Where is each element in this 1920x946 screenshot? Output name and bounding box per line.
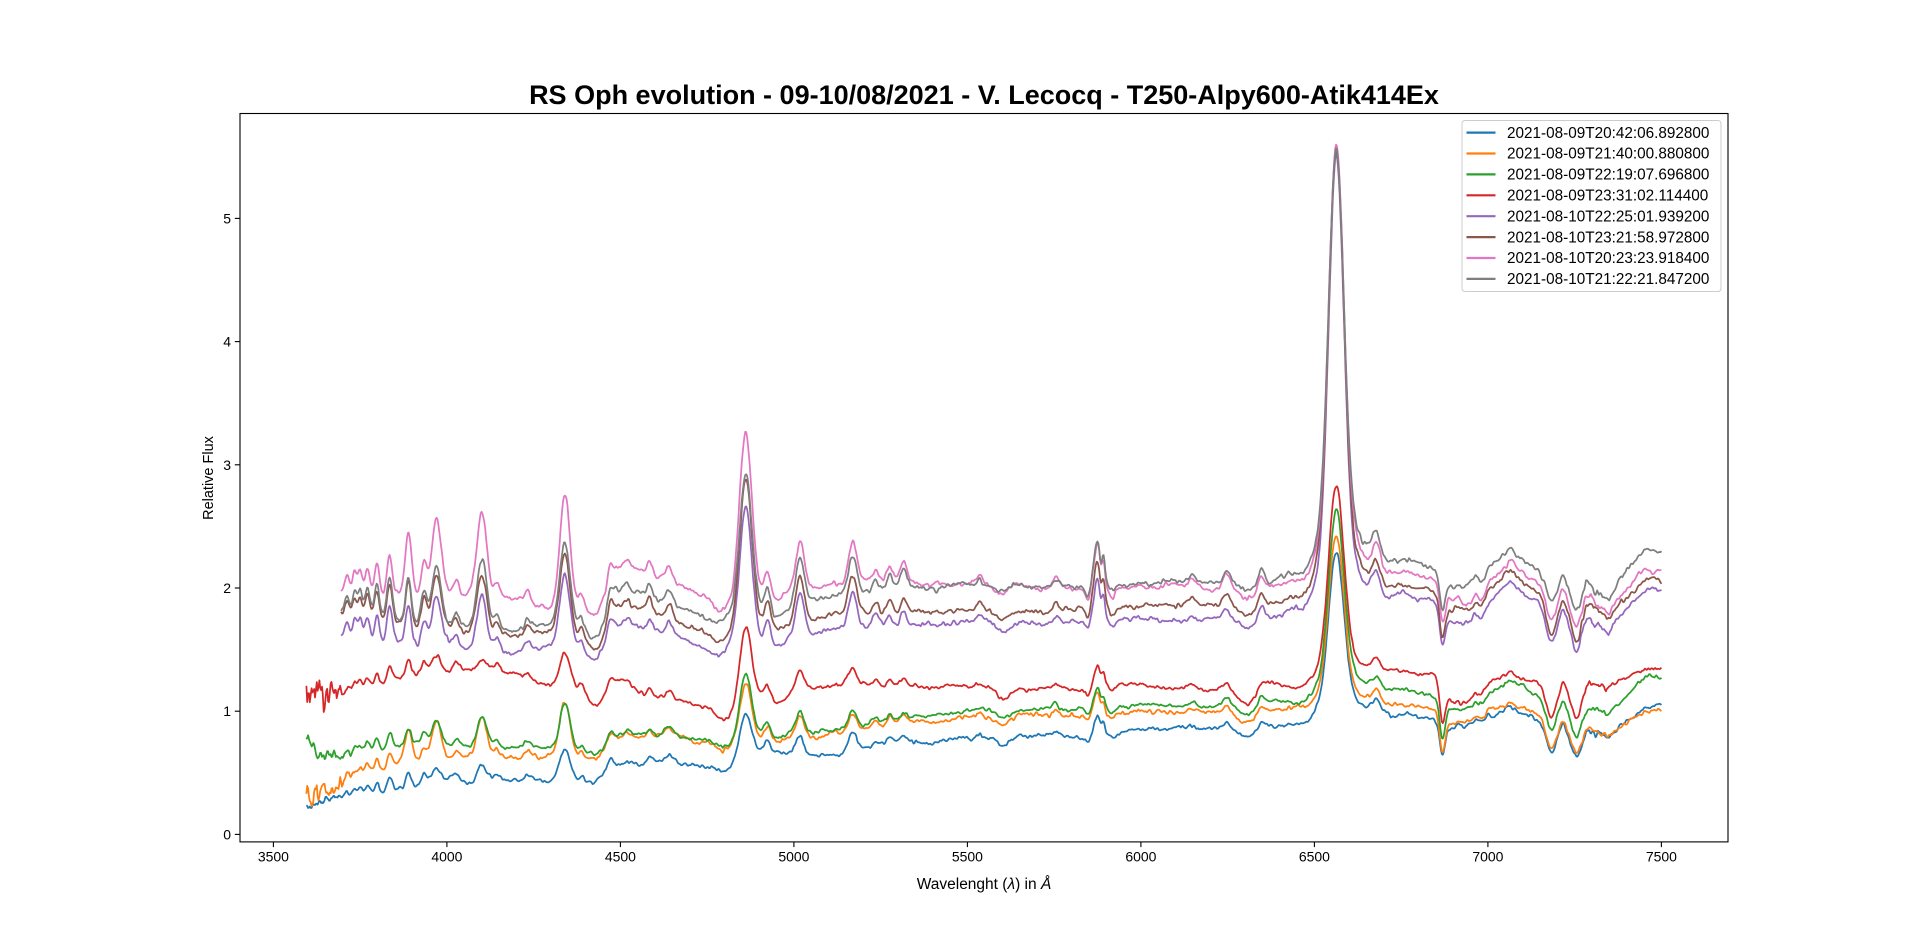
svg-text:2021-08-09T21:40:00.880800: 2021-08-09T21:40:00.880800 bbox=[1507, 146, 1709, 163]
svg-text:RS Oph evolution - 09-10/08/20: RS Oph evolution - 09-10/08/2021 - V. Le… bbox=[529, 80, 1439, 110]
svg-text:7500: 7500 bbox=[1646, 848, 1677, 864]
svg-text:Relative Flux: Relative Flux bbox=[201, 435, 217, 520]
svg-text:7000: 7000 bbox=[1472, 848, 1503, 864]
svg-text:3500: 3500 bbox=[258, 848, 289, 864]
svg-text:6500: 6500 bbox=[1299, 848, 1330, 864]
svg-text:2021-08-09T23:31:02.114400: 2021-08-09T23:31:02.114400 bbox=[1507, 188, 1708, 205]
svg-text:4500: 4500 bbox=[605, 848, 636, 864]
svg-text:4: 4 bbox=[223, 334, 231, 350]
svg-text:1: 1 bbox=[223, 703, 231, 719]
svg-text:2: 2 bbox=[223, 580, 231, 596]
svg-text:2021-08-10T22:25:01.939200: 2021-08-10T22:25:01.939200 bbox=[1507, 208, 1709, 225]
svg-text:2021-08-09T22:19:07.696800: 2021-08-09T22:19:07.696800 bbox=[1507, 167, 1709, 184]
svg-text:4000: 4000 bbox=[431, 848, 462, 864]
svg-text:Wavelenght (λ) in Å: Wavelenght (λ) in Å bbox=[917, 876, 1052, 893]
svg-text:3: 3 bbox=[223, 457, 231, 473]
svg-text:2021-08-10T21:22:21.847200: 2021-08-10T21:22:21.847200 bbox=[1507, 271, 1709, 288]
svg-text:5: 5 bbox=[223, 210, 231, 226]
svg-text:5500: 5500 bbox=[952, 848, 983, 864]
svg-text:2021-08-10T20:23:23.918400: 2021-08-10T20:23:23.918400 bbox=[1507, 250, 1709, 267]
svg-text:5000: 5000 bbox=[778, 848, 809, 864]
svg-text:2021-08-10T23:21:58.972800: 2021-08-10T23:21:58.972800 bbox=[1507, 229, 1709, 246]
svg-text:2021-08-09T20:42:06.892800: 2021-08-09T20:42:06.892800 bbox=[1507, 125, 1709, 142]
svg-text:0: 0 bbox=[223, 826, 231, 842]
svg-text:6000: 6000 bbox=[1125, 848, 1156, 864]
